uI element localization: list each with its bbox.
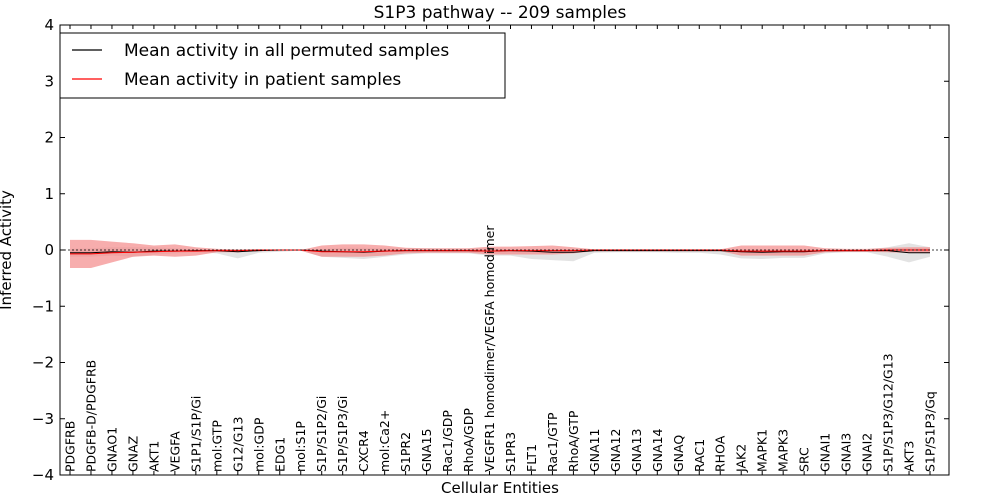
x-category-label: GNAQ [671,435,686,472]
x-category-label: JAK2 [734,444,749,473]
y-axis: 4 3 2 1 0 −1 −2 −3 −4 [32,16,949,484]
y-tick-label: 2 [44,129,54,147]
x-category-label: mol:GTP [209,420,224,472]
x-category-label: S1P/S1P2/Gi [314,396,329,472]
x-category-label: S1P/S1P3/Gi [335,396,350,472]
x-category-label: mol:GDP [251,417,266,472]
x-axis: PDGFRB PDGFB-D/PDGFRB GNAO1 GNAZ AKT1 VEGFA S1… [63,25,938,475]
x-category-label: RAC1 [692,439,707,472]
x-category-label: EDG1 [272,437,287,472]
band-patient [70,239,930,268]
x-category-label: GNA14 [650,428,665,472]
y-tick-label: 4 [44,16,54,34]
x-axis-label: Cellular Entities [441,479,559,497]
series-lines [60,249,949,255]
x-category-label: AKT3 [902,441,917,472]
y-tick-label: −2 [32,354,54,372]
x-category-label: VEGFR1 homodimer/VEGFA homodimer [482,225,497,472]
x-category-label: Rac1/GDP [440,410,455,472]
y-tick-label: 0 [44,241,54,259]
x-category-label: GNA11 [587,429,602,473]
y-tick-label: 3 [44,72,54,90]
x-category-label: GNA12 [608,429,623,473]
x-category-label: GNA15 [419,429,434,473]
y-tick-label: −1 [32,297,54,315]
y-tick-label: −3 [32,410,54,428]
x-category-label: S1PR3 [503,432,518,472]
line-patient [70,249,930,255]
x-category-label: RHOA [713,435,728,472]
x-category-label: GNAZ [125,436,140,472]
y-axis-label: Inferred Activity [0,190,15,310]
x-category-label: MAPK1 [755,429,770,472]
x-category-label: VEGFA [167,431,182,472]
x-category-label: G12/G13 [230,417,245,472]
x-category-label: MAPK3 [776,429,791,472]
x-category-label: GNAI1 [818,433,833,472]
legend-entry-label: Mean activity in patient samples [124,70,401,90]
x-category-label: S1P1/S1P/Gi [188,396,203,472]
x-category-label: Rac1/GTP [545,412,560,472]
x-category-label: RhoA/GDP [461,408,476,472]
confidence-bands [70,239,930,268]
x-category-label: CXCR4 [356,430,371,472]
x-category-label: GNAI3 [839,433,854,472]
x-category-label: PDGFRB [63,421,78,472]
x-category-label: PDGFB-D/PDGFRB [84,360,99,472]
x-category-label: GNA13 [629,429,644,473]
y-tick-label: 1 [44,185,54,203]
x-category-label: FLT1 [524,444,539,472]
x-category-label: GNAI2 [860,433,875,472]
x-category-label: mol:S1P [293,421,308,472]
chart-title: S1P3 pathway -- 209 samples [374,3,627,23]
legend-entry-label: Mean activity in all permuted samples [124,41,449,61]
x-category-label: S1PR2 [398,432,413,472]
x-category-label: RhoA/GTP [566,410,581,472]
x-category-label: GNAO1 [105,427,120,472]
x-category-label: S1P/S1P3/Gq [923,391,938,472]
y-tick-label: −4 [32,466,54,484]
legend-box [59,32,506,99]
x-category-label: mol:Ca2+ [377,410,392,472]
x-category-label: AKT1 [146,441,161,472]
legend: Mean activity in all permuted samples Mea… [59,32,506,99]
x-category-label: SRC [797,447,812,472]
x-category-label: S1P/S1P3/G12/G13 [881,353,896,472]
